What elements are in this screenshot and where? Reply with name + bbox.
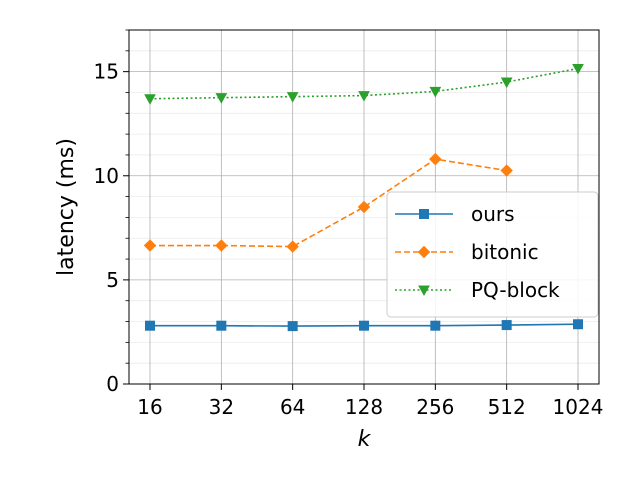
data-point — [143, 239, 157, 252]
x-tick-label: 64 — [280, 395, 305, 419]
data-point — [287, 321, 298, 332]
series-pq-block — [144, 64, 584, 105]
series-layer — [143, 64, 584, 332]
legend-marker — [417, 245, 431, 259]
data-point — [358, 91, 370, 102]
data-point — [357, 200, 371, 214]
data-point — [429, 152, 442, 166]
data-point — [430, 320, 441, 331]
data-point — [145, 320, 155, 331]
data-point — [500, 164, 513, 177]
data-point — [500, 77, 513, 89]
data-point — [286, 92, 299, 103]
series-bitonic — [143, 152, 513, 253]
y-tick-label: 15 — [94, 60, 119, 84]
data-point — [216, 320, 227, 331]
x-tick-label: 16 — [137, 395, 162, 419]
x-tick-label: 32 — [209, 395, 234, 419]
x-axis-label: k — [358, 427, 372, 452]
series-ours — [145, 319, 583, 332]
data-point — [286, 240, 299, 253]
data-point — [501, 320, 512, 331]
legend-label: PQ-block — [471, 278, 560, 302]
legend-label: bitonic — [471, 240, 539, 264]
data-point — [215, 239, 228, 252]
legend-label: ours — [471, 202, 515, 226]
data-point — [572, 64, 584, 75]
legend-item: bitonic — [395, 240, 539, 264]
y-tick-label: 0 — [106, 372, 119, 396]
data-point — [215, 93, 228, 104]
data-point — [429, 86, 442, 98]
y-tick-label: 10 — [94, 164, 119, 188]
x-tick-label: 1024 — [553, 395, 604, 419]
legend-marker — [419, 209, 429, 219]
legend-marker — [418, 285, 430, 297]
legend-box — [386, 191, 599, 318]
x-tick-label: 128 — [345, 395, 383, 419]
y-axis-label: latency (ms) — [54, 138, 79, 276]
data-point — [573, 319, 583, 330]
x-tick-label: 256 — [416, 395, 454, 419]
legend: ours bitonic PQ-block — [386, 191, 599, 318]
data-point — [144, 94, 156, 105]
data-point — [359, 320, 369, 331]
legend-item: PQ-block — [395, 278, 560, 302]
legend-item: ours — [395, 202, 515, 226]
x-tick-label: 512 — [488, 395, 526, 419]
series-line — [150, 158, 507, 248]
y-tick-label: 5 — [106, 268, 119, 292]
axis-ticks: 0 5 10 15 16 32 64 128 256 512 1024 — [94, 29, 604, 419]
